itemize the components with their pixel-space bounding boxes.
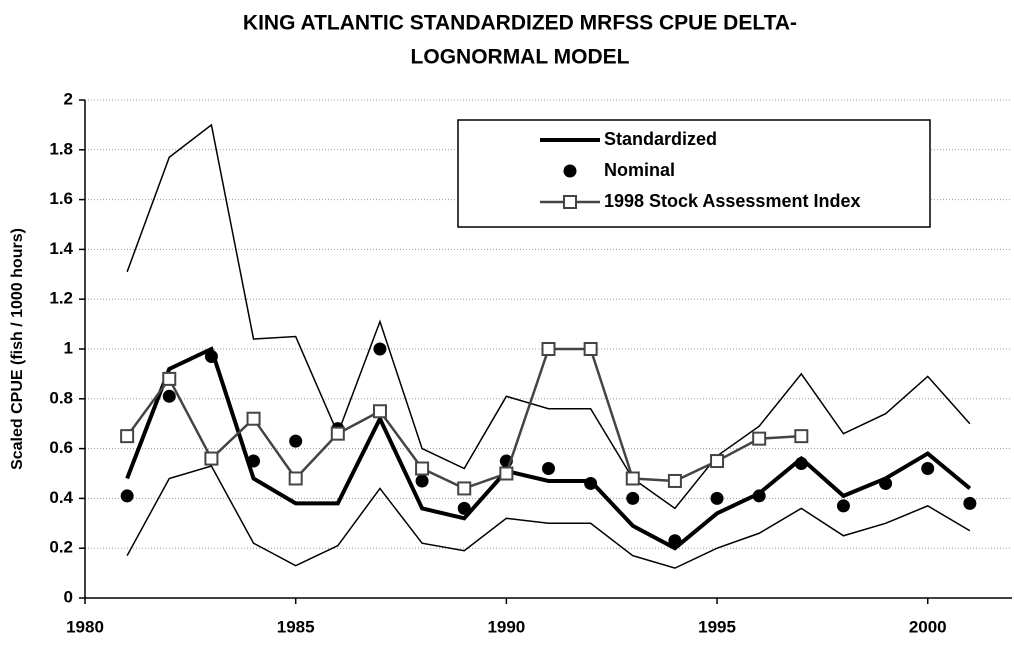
marker xyxy=(330,426,345,441)
legend-label: Nominal xyxy=(604,160,675,180)
legend-swatch xyxy=(563,164,577,178)
marker xyxy=(457,501,471,515)
y-tick-label: 1.6 xyxy=(49,189,73,208)
marker xyxy=(542,462,555,476)
chart-title: LOGNORMAL MODEL xyxy=(411,46,630,69)
y-tick-label: 2 xyxy=(64,89,73,108)
marker xyxy=(541,342,556,356)
marker xyxy=(710,491,724,505)
marker xyxy=(499,466,514,481)
marker xyxy=(625,471,640,486)
marker xyxy=(626,491,640,505)
y-tick-label: 1.8 xyxy=(49,139,73,158)
y-tick-label: 0.6 xyxy=(49,438,73,457)
marker xyxy=(794,429,809,444)
legend-label: Standardized xyxy=(604,129,717,149)
marker xyxy=(120,429,135,444)
chart-title: KING ATLANTIC STANDARDIZED MRFSS CPUE DE… xyxy=(243,12,797,35)
y-tick-label: 0.8 xyxy=(49,388,73,407)
marker xyxy=(963,496,977,510)
x-tick-label: 2000 xyxy=(909,617,947,636)
y-axis-label: Scaled CPUE (fish / 1000 hours) xyxy=(9,228,26,470)
marker xyxy=(204,451,219,466)
series-line xyxy=(126,465,971,569)
marker xyxy=(584,476,598,490)
marker xyxy=(752,489,766,503)
y-tick-label: 1.2 xyxy=(49,289,73,308)
series-line xyxy=(126,123,971,510)
legend-box xyxy=(457,119,931,228)
marker xyxy=(921,462,935,476)
y-tick-label: 0.4 xyxy=(49,488,73,507)
marker xyxy=(289,434,303,448)
y-tick-label: 0 xyxy=(64,587,73,606)
x-tick-label: 1990 xyxy=(487,617,525,636)
marker xyxy=(752,431,767,446)
marker xyxy=(120,489,134,503)
marker xyxy=(879,476,893,490)
marker xyxy=(247,454,261,468)
marker xyxy=(667,473,682,488)
marker xyxy=(372,404,387,419)
marker xyxy=(668,534,682,548)
x-tick-label: 1985 xyxy=(277,617,315,636)
marker xyxy=(415,461,430,476)
marker xyxy=(836,499,850,513)
marker xyxy=(415,474,429,488)
series-line xyxy=(125,346,972,551)
x-tick-label: 1995 xyxy=(698,617,736,636)
y-tick-label: 1 xyxy=(64,338,73,357)
legend-swatch xyxy=(563,195,577,209)
marker xyxy=(710,454,725,469)
marker xyxy=(457,481,472,496)
marker xyxy=(162,389,176,403)
marker xyxy=(246,411,261,426)
legend-label: 1998 Stock Assessment Index xyxy=(604,191,860,211)
y-tick-label: 1.4 xyxy=(49,239,73,258)
marker xyxy=(583,342,598,356)
marker xyxy=(204,349,218,363)
marker xyxy=(373,342,387,356)
marker xyxy=(288,471,303,486)
x-tick-label: 1980 xyxy=(66,617,104,636)
marker xyxy=(794,457,808,471)
marker xyxy=(162,371,177,386)
y-tick-label: 0.2 xyxy=(49,538,73,557)
